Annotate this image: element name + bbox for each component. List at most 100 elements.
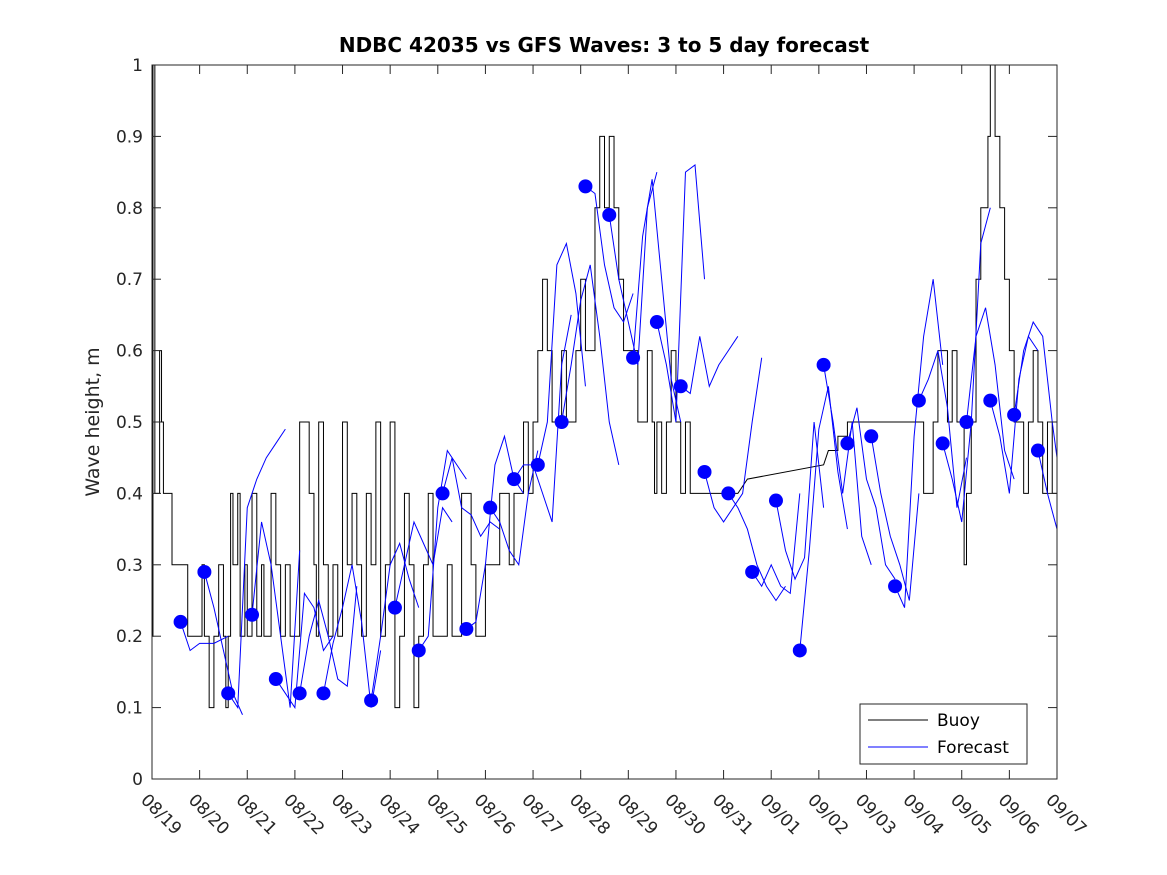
x-tick-label: 09/04	[899, 790, 948, 839]
forecast-line	[966, 307, 1015, 480]
forecast-point	[578, 179, 593, 194]
forecast-line	[1013, 320, 1058, 458]
x-tick-label: 08/22	[279, 790, 328, 839]
forecast-line	[656, 164, 706, 423]
forecast-point	[983, 393, 998, 408]
forecast-line	[489, 450, 539, 567]
forecast-point	[245, 607, 260, 622]
forecast-point	[483, 500, 498, 515]
forecast-line	[561, 264, 620, 465]
forecast-point	[435, 486, 450, 501]
forecast-point	[173, 614, 188, 629]
x-tick-label: 08/19	[136, 790, 185, 839]
forecast-point	[864, 429, 879, 444]
y-axis: 0 0.1 0.2 0.3 0.4 0.5 0.6 0.7 0.8 0.9 1	[116, 56, 1057, 790]
forecast-point	[816, 357, 831, 372]
forecast-point	[316, 686, 331, 701]
forecast-line	[251, 521, 301, 708]
forecast-point	[507, 472, 521, 487]
forecast-point	[411, 643, 426, 658]
forecast-line	[227, 428, 286, 710]
x-tick-label: 08/21	[232, 790, 281, 839]
forecast-point	[602, 207, 617, 222]
forecast-point	[554, 415, 569, 429]
forecast-point	[697, 464, 712, 479]
forecast-point	[935, 436, 950, 451]
forecast-line	[680, 336, 739, 395]
forecast-line	[918, 350, 967, 508]
forecast-line	[322, 564, 382, 708]
forecast-line	[894, 279, 944, 608]
x-tick-label: 09/01	[756, 790, 805, 839]
x-tick-label: 08/20	[184, 790, 233, 839]
x-tick-label: 08/26	[470, 790, 519, 839]
y-tick-label: 1	[132, 56, 143, 76]
legend-box	[859, 703, 1028, 765]
y-tick-label: 0.4	[116, 484, 143, 504]
forecast-point	[792, 643, 807, 658]
forecast-line	[442, 457, 501, 538]
legend-forecast-label: Forecast	[937, 738, 1009, 758]
forecast-line	[704, 357, 763, 523]
x-tick-label: 08/23	[327, 790, 376, 839]
forecast-line	[203, 571, 243, 715]
forecast-line	[1037, 450, 1058, 530]
forecast-line	[418, 449, 467, 651]
forecast-line	[632, 179, 682, 423]
forecast-point	[1030, 443, 1045, 458]
forecast-series-layer	[180, 164, 1058, 715]
forecast-line	[989, 335, 1039, 494]
y-tick-label: 0	[132, 770, 143, 790]
x-tick-label: 09/02	[803, 790, 852, 839]
y-tick-label: 0.5	[116, 413, 143, 433]
forecast-point	[292, 686, 307, 701]
forecast-line	[394, 506, 453, 608]
x-tick-label: 08/31	[708, 790, 757, 839]
y-tick-label: 0.8	[116, 199, 143, 219]
forecast-line	[870, 436, 920, 601]
x-tick-label: 08/25	[422, 790, 471, 839]
forecast-point	[888, 579, 903, 594]
y-axis-label: Wave height, m	[82, 347, 104, 496]
buoy-series-layer	[152, 64, 1057, 709]
forecast-line	[727, 493, 786, 602]
forecast-line	[751, 493, 801, 595]
forecast-point	[1007, 407, 1022, 422]
forecast-point	[530, 457, 545, 472]
forecast-point	[364, 693, 379, 708]
y-tick-label: 0.3	[116, 556, 143, 576]
x-tick-label: 08/30	[660, 790, 709, 839]
x-tick-label: 09/07	[1041, 790, 1090, 839]
forecast-point	[768, 493, 783, 508]
y-tick-label: 0.6	[116, 342, 143, 362]
y-tick-label: 0.7	[116, 270, 143, 290]
forecast-line	[275, 591, 334, 710]
forecast-point	[626, 350, 641, 365]
legend: Buoy Forecast	[859, 703, 1028, 765]
y-tick-label: 0.1	[116, 699, 143, 719]
legend-buoy-label: Buoy	[937, 711, 980, 731]
x-tick-label: 08/27	[518, 790, 567, 839]
forecast-point	[959, 415, 974, 429]
chart-title: NDBC 42035 vs GFS Waves: 3 to 5 day fore…	[339, 33, 870, 57]
forecast-line	[799, 386, 848, 651]
forecast-point	[911, 393, 926, 408]
y-tick-label: 0.9	[116, 127, 143, 147]
x-tick-label: 09/05	[946, 790, 995, 839]
forecast-point	[649, 315, 664, 330]
forecast-line	[823, 364, 872, 565]
forecast-line	[513, 314, 572, 523]
forecast-line	[180, 621, 229, 652]
forecast-point	[387, 600, 402, 615]
x-tick-label: 08/24	[375, 790, 424, 839]
x-tick-label: 08/29	[613, 790, 662, 839]
forecast-point	[268, 672, 283, 687]
forecast-point	[197, 564, 212, 579]
forecast-line	[370, 541, 420, 701]
y-tick-label: 0.2	[116, 627, 143, 647]
forecast-point	[721, 486, 736, 501]
x-tick-label: 08/28	[565, 790, 614, 839]
forecast-line	[537, 241, 586, 465]
forecast-point	[840, 436, 855, 451]
